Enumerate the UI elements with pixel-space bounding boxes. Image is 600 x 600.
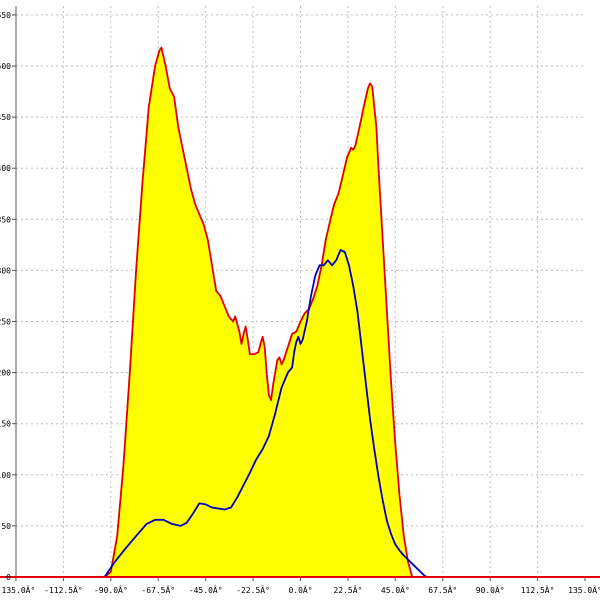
x-tick-label: -90.0Â° bbox=[94, 584, 128, 595]
y-tick-label: 200 bbox=[0, 369, 11, 378]
y-tick-label: 50 bbox=[1, 522, 11, 531]
y-tick-label: 350 bbox=[0, 215, 11, 224]
x-tick-label: 112.5Â° bbox=[521, 584, 555, 595]
x-tick-label: -112.5Â° bbox=[44, 584, 83, 595]
y-tick-label: 500 bbox=[0, 62, 11, 71]
series-1-line bbox=[103, 249, 428, 578]
x-tick-label: 90.0Â° bbox=[476, 584, 505, 595]
x-tick-label: 45.0Â° bbox=[381, 584, 410, 595]
y-tick-label: 100 bbox=[0, 471, 11, 480]
series-layer bbox=[16, 46, 585, 578]
x-tick-label: 22.5Â° bbox=[333, 584, 362, 595]
x-tick-label: 67.5Â° bbox=[428, 584, 457, 595]
x-tick-label: -45.0Â° bbox=[189, 584, 223, 595]
y-tick-label: 400 bbox=[0, 164, 11, 173]
y-tick-label: 450 bbox=[0, 113, 11, 122]
x-tick-label: 0.0Â° bbox=[288, 584, 312, 595]
x-tick-label: -135.0Â° bbox=[0, 584, 35, 595]
y-tick-label: 300 bbox=[0, 266, 11, 275]
y-tick-label: 150 bbox=[0, 420, 11, 429]
x-tick-label: -22.5Â° bbox=[236, 584, 270, 595]
y-tick-label: 250 bbox=[0, 318, 11, 327]
tick-labels: -135.0Â° -112.5Â° -90.0Â° -67.5Â° -45.0Â° -22… bbox=[0, 11, 600, 595]
y-tick-label: 0 bbox=[6, 573, 11, 582]
series-0-line bbox=[16, 46, 585, 578]
x-tick-label: -67.5Â° bbox=[141, 584, 175, 595]
x-tick-label: 135.0Â° bbox=[568, 584, 600, 595]
y-tick-label: 550 bbox=[0, 11, 11, 20]
series-0-area bbox=[16, 47, 585, 578]
axes bbox=[0, 6, 600, 581]
